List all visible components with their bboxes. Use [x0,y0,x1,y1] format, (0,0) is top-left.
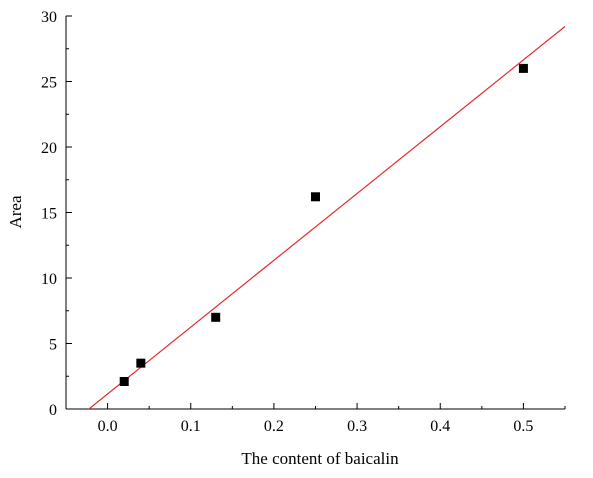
x-tick-label: 0.1 [181,418,201,435]
data-point [136,358,146,368]
y-tick-label: 25 [41,75,57,92]
x-tick-label: 0.4 [430,418,450,435]
data-point [119,376,129,386]
y-tick-label: 20 [41,140,57,157]
data-point [518,63,528,73]
y-tick-label: 5 [49,337,57,354]
x-tick-label: 0.5 [513,418,533,435]
x-tick-label: 0.0 [98,418,118,435]
x-tick-label: 0.2 [264,418,284,435]
data-point [311,192,320,202]
x-tick-label: 0.3 [347,418,367,435]
y-tick-label: 10 [41,271,57,288]
data-point [211,312,221,322]
fit-line [87,26,565,409]
y-tick-label: 0 [49,402,57,419]
y-axis-label: Area [6,195,25,228]
y-tick-label: 30 [41,9,57,26]
x-axis-label: The content of baicalin [241,449,399,468]
y-tick-label: 15 [41,206,57,223]
